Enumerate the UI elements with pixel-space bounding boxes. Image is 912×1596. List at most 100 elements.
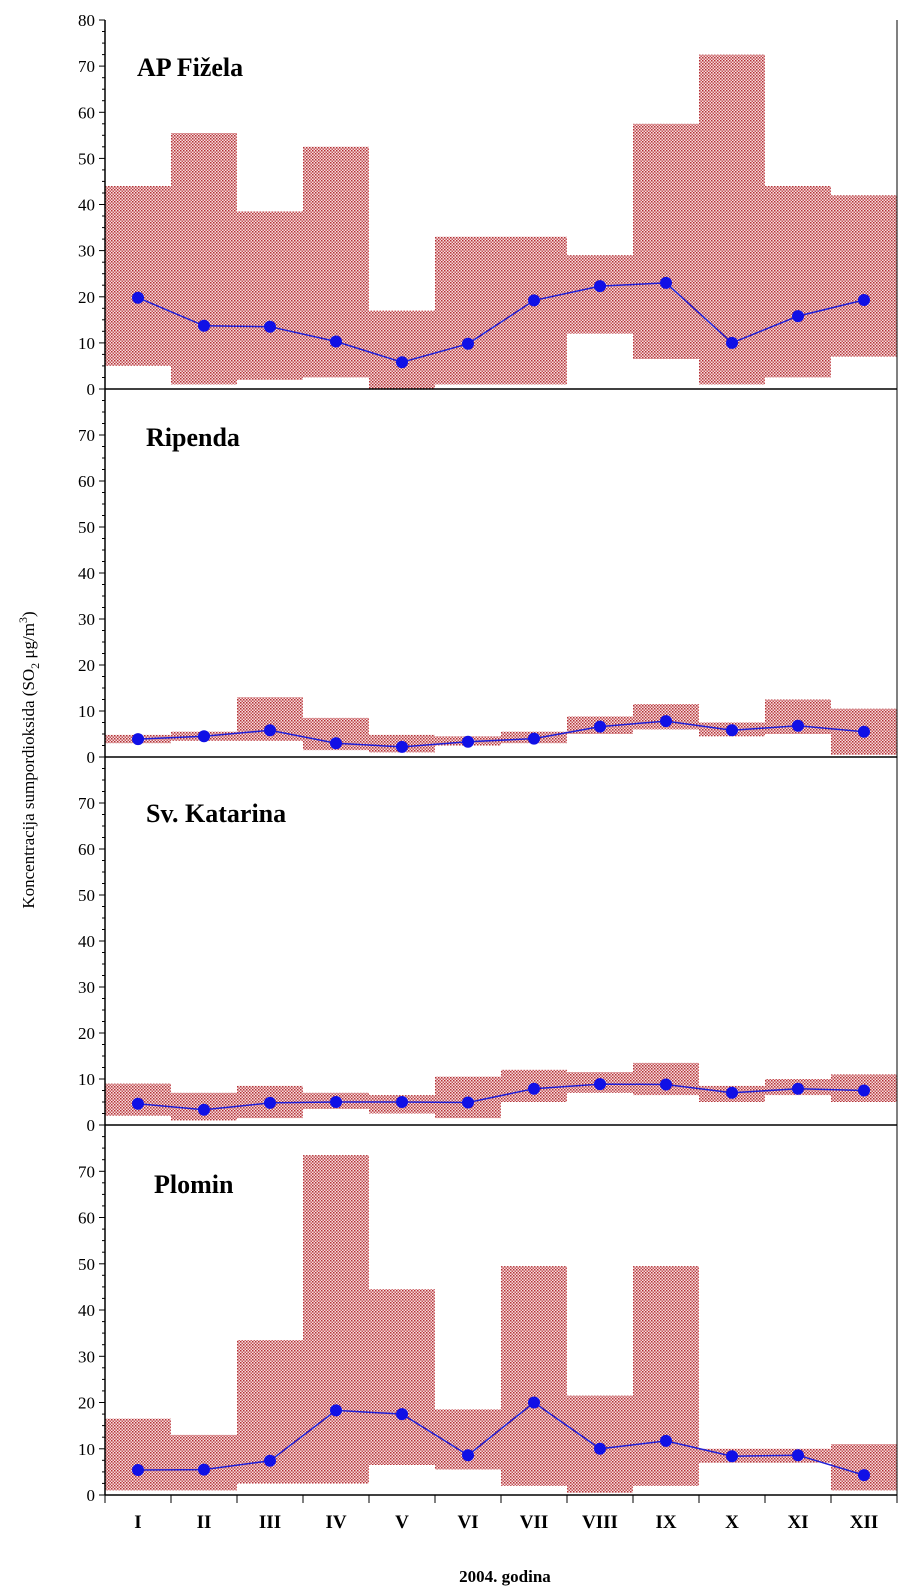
- y-tick-label: 0: [87, 748, 96, 767]
- mean-point: [330, 737, 342, 750]
- x-axis-title: 2004. godina: [459, 1567, 551, 1586]
- y-tick-label: 40: [78, 1301, 95, 1320]
- mean-point: [792, 1449, 804, 1462]
- x-tick-label: X: [725, 1512, 739, 1533]
- y-axis-title-main: Koncentracija sumpordioksida (SO: [19, 669, 38, 909]
- x-tick-label: XI: [787, 1512, 808, 1533]
- mean-point: [198, 319, 210, 332]
- range-bar: [435, 236, 501, 385]
- y-tick-label: 60: [78, 1209, 95, 1228]
- mean-point: [660, 1078, 672, 1091]
- x-tick-label: II: [197, 1512, 212, 1533]
- mean-point: [198, 1103, 210, 1116]
- y-tick-label: 40: [78, 564, 95, 583]
- y-tick-label: 60: [78, 472, 95, 491]
- mean-point: [726, 336, 738, 349]
- range-bar: [699, 54, 765, 385]
- mean-point: [132, 291, 144, 304]
- range-bar: [633, 1266, 699, 1486]
- y-tick-label: 20: [78, 288, 95, 307]
- y-tick-label: 10: [78, 702, 95, 721]
- range-bar: [501, 236, 567, 385]
- mean-point: [792, 1082, 804, 1095]
- y-tick-label: 60: [78, 840, 95, 859]
- mean-point: [198, 1463, 210, 1476]
- panel-title: Plomin: [154, 1170, 234, 1199]
- y-tick-label: 50: [78, 149, 95, 168]
- mean-point: [396, 1096, 408, 1108]
- mean-point: [594, 720, 606, 733]
- y-tick-label: 70: [78, 1162, 95, 1181]
- range-bar: [369, 1289, 435, 1465]
- mean-point: [726, 1450, 738, 1463]
- mean-point: [858, 1469, 870, 1482]
- mean-point: [528, 294, 540, 307]
- mean-line: [137, 282, 865, 363]
- range-bar: [171, 133, 237, 385]
- y-tick-label: 0: [87, 1116, 96, 1135]
- mean-point: [726, 724, 738, 737]
- y-tick-label: 80: [78, 11, 95, 30]
- x-tick-label: IX: [655, 1512, 676, 1533]
- y-tick-label: 20: [78, 656, 95, 675]
- mean-point: [660, 715, 672, 728]
- y-tick-label: 20: [78, 1024, 95, 1043]
- y-tick-label: 30: [78, 242, 95, 261]
- mean-point: [792, 310, 804, 323]
- panel-title: Sv. Katarina: [146, 799, 286, 828]
- range-bar: [369, 310, 435, 389]
- mean-point: [528, 732, 540, 745]
- x-tick-label: III: [259, 1512, 281, 1533]
- mean-point: [462, 1449, 474, 1462]
- x-tick-label: IV: [325, 1512, 346, 1533]
- panel-title: AP Fižela: [137, 53, 243, 82]
- y-tick-label: 60: [78, 103, 95, 122]
- y-tick-label: 0: [87, 1486, 96, 1505]
- y-tick-label: 50: [78, 886, 95, 905]
- y-tick-label: 40: [78, 932, 95, 951]
- mean-point: [594, 280, 606, 293]
- mean-point: [330, 1096, 342, 1108]
- x-tick-label: VI: [457, 1512, 478, 1533]
- range-bar: [831, 1444, 897, 1491]
- mean-point: [594, 1442, 606, 1455]
- x-axis: I II III IV V VI VII VIII IX X XI XII: [104, 1495, 898, 1533]
- panel-3: 0 10 20 30 40 50 60 70 Sv. Katarina: [78, 756, 898, 1135]
- panel-1: 0 10 20 30 40 50 60 70 80 AP Fižela: [78, 11, 898, 399]
- y-tick-label: 40: [78, 196, 95, 215]
- y-tick-label: 50: [78, 1255, 95, 1274]
- panel-4: 0 10 20 30 40 50 60 70 Plomin: [78, 1124, 898, 1505]
- range-bar: [105, 186, 171, 366]
- range-bar: [171, 1434, 237, 1491]
- mean-line: [137, 720, 865, 748]
- mean-point: [132, 1464, 144, 1476]
- mean-point: [462, 1096, 474, 1109]
- mean-point: [792, 719, 804, 732]
- y-axis-title: Koncentracija sumpordioksida (SO2 μg/m3): [16, 611, 42, 908]
- mean-point: [858, 725, 870, 738]
- mean-point: [330, 335, 342, 348]
- mean-point: [726, 1086, 738, 1099]
- panel-2: 0 10 20 30 40 50 60 70 Ripenda: [78, 388, 898, 767]
- mean-point: [594, 1078, 606, 1091]
- mean-point: [198, 730, 210, 743]
- y-tick-label: 0: [87, 380, 96, 399]
- mean-point: [396, 740, 408, 753]
- range-bar: [831, 195, 897, 357]
- y-tick-label: 30: [78, 1347, 95, 1366]
- x-tick-label: I: [134, 1512, 141, 1533]
- mean-point: [396, 1408, 408, 1421]
- range-bar: [303, 1155, 369, 1484]
- y-tick-label: 30: [78, 978, 95, 997]
- y-axis-title-end: ): [19, 611, 38, 617]
- mean-point: [132, 1097, 144, 1110]
- range-bar: [105, 1418, 171, 1491]
- mean-point: [132, 733, 144, 746]
- mean-line: [137, 1401, 865, 1476]
- panel-title: Ripenda: [146, 423, 240, 452]
- mean-point: [462, 337, 474, 350]
- range-bar: [501, 1266, 567, 1486]
- y-tick-label: 30: [78, 610, 95, 629]
- mean-point: [330, 1404, 342, 1417]
